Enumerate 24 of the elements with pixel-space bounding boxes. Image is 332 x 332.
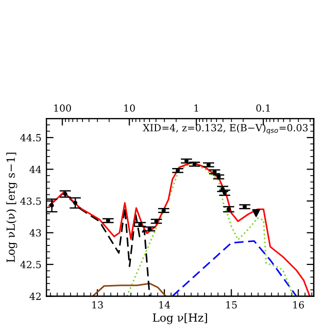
x-tick-label: 13 (92, 301, 103, 309)
y-tick-label: 43 (30, 229, 41, 237)
y-axis-title: Log νL(ν) [erg s−1] (6, 152, 18, 262)
y-tick-label: 44.5 (20, 134, 41, 142)
x-tick-label: 14 (159, 301, 170, 308)
x2-tick-label: 1 (194, 104, 198, 112)
line-series (92, 282, 166, 296)
y-tick-label: 44 (30, 166, 42, 173)
x2-tick-label: 10 (124, 104, 135, 112)
point (73, 200, 78, 205)
annotation: XID=4, z=0.132, E(B−V)$_{qso}$=0.03 (142, 124, 308, 134)
y-tick-label: 42.5 (20, 260, 41, 268)
x-tick-label: 15 (226, 301, 237, 309)
y-tick-label: 42 (30, 292, 41, 300)
point (252, 209, 260, 217)
point (50, 203, 54, 208)
x2-tick-label: 0.1 (256, 104, 270, 112)
x-axis-title: Log ν[Hz] (152, 313, 207, 324)
x2-tick-label: 100 (54, 104, 71, 112)
y-tick-label: 43.5 (20, 197, 41, 205)
line-series (48, 162, 310, 296)
line-series (172, 240, 298, 296)
x-tick-label: 16 (293, 301, 304, 309)
line-series (126, 162, 294, 296)
